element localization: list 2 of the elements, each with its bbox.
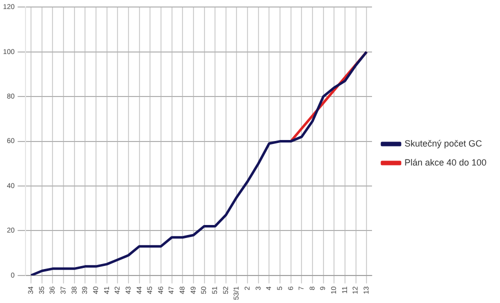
legend-label: Plán akce 40 do 100: [404, 157, 487, 168]
legend-label: Skutečný počet GC: [404, 138, 483, 148]
